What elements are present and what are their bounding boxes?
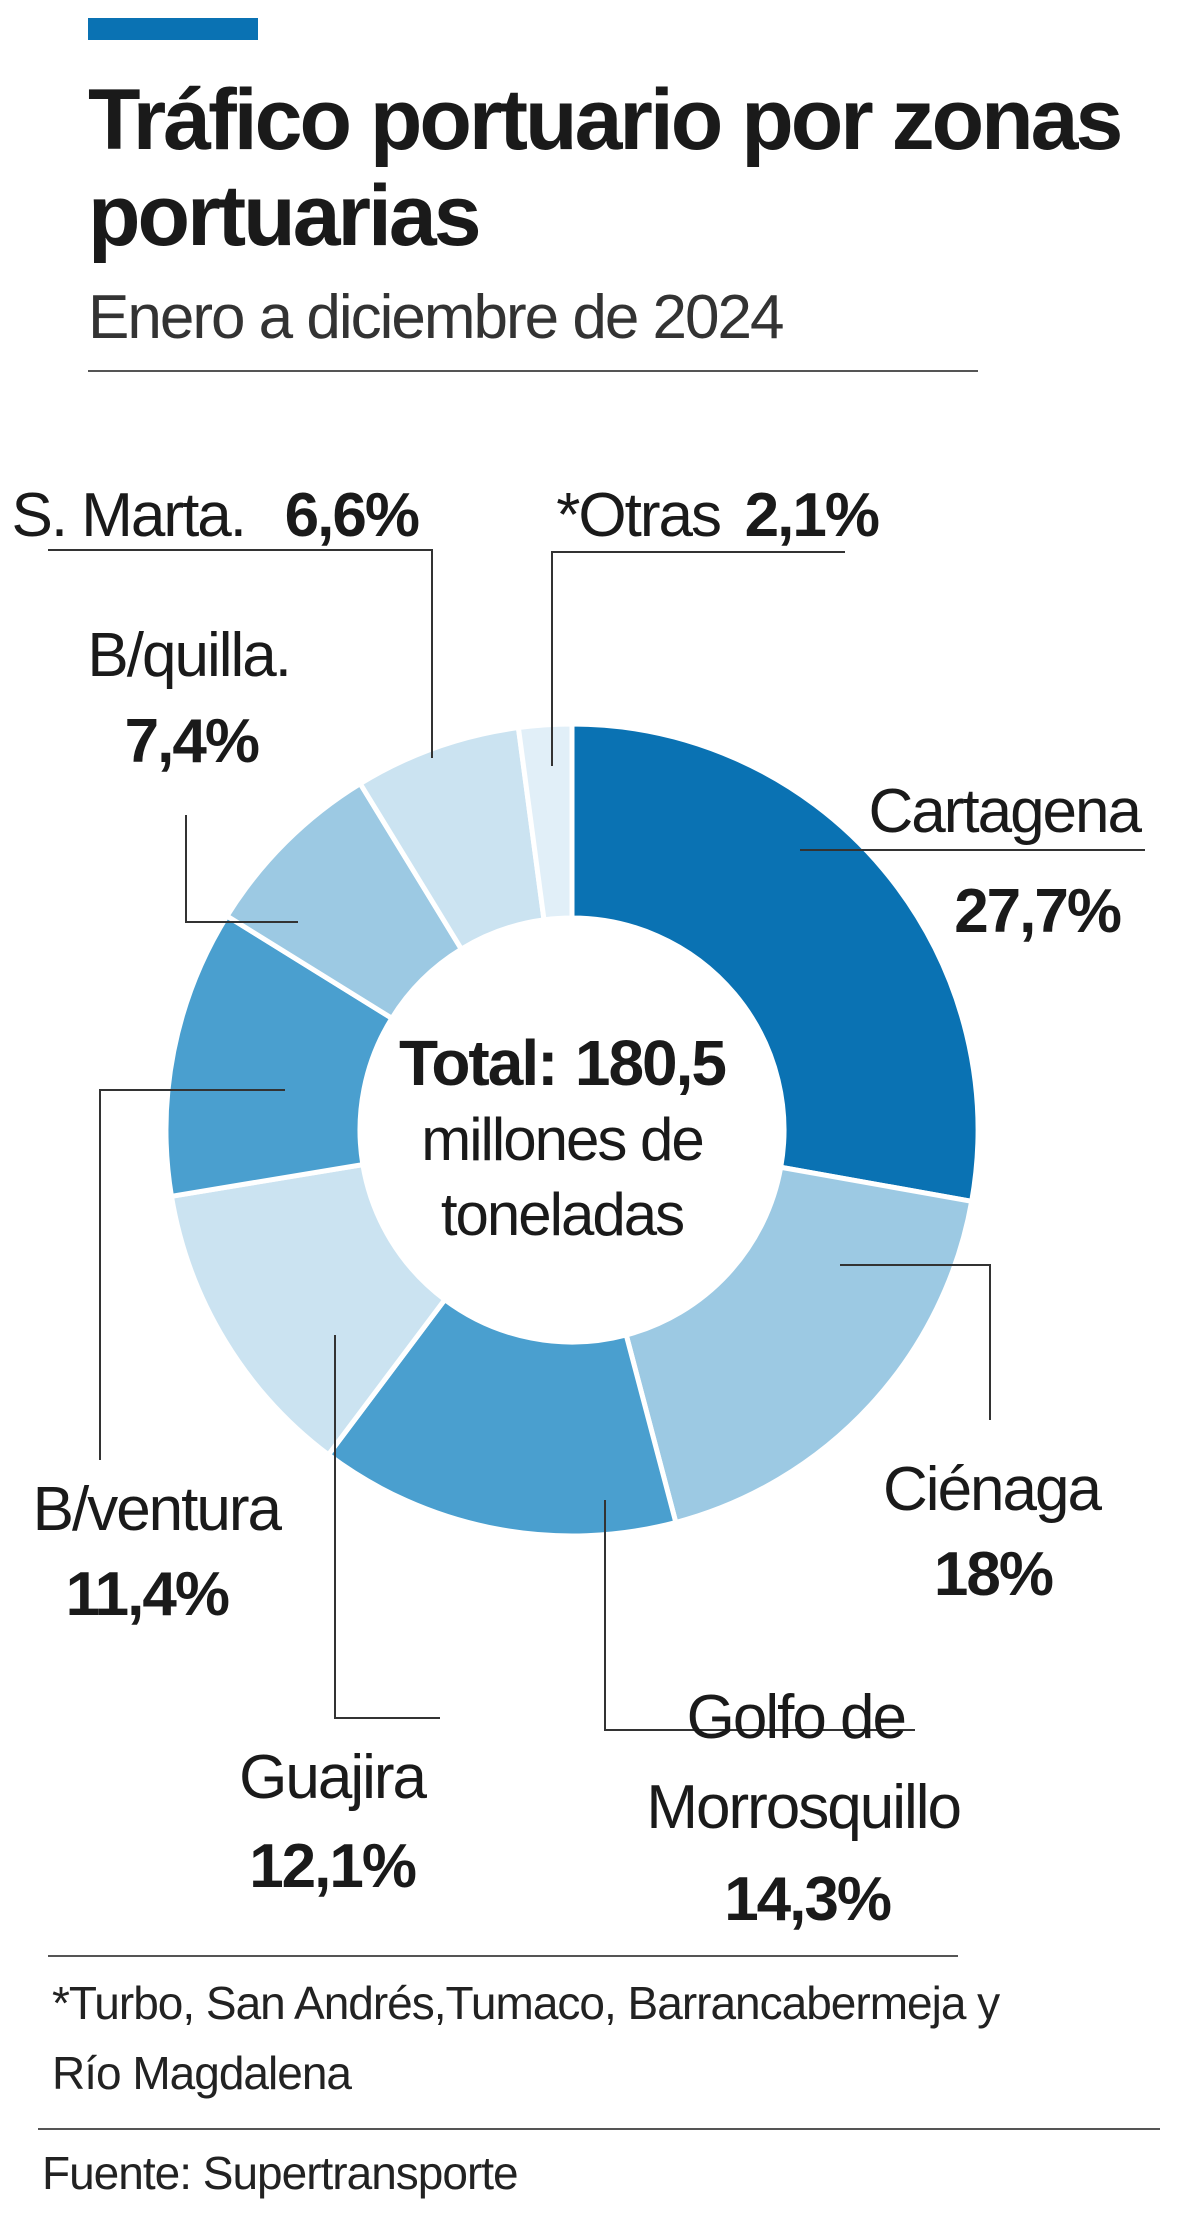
label-name-b-quilla: B/quilla. xyxy=(87,621,290,690)
label-value-s-marta: 6,6% xyxy=(285,481,419,550)
chart-subtitle: Enero a diciembre de 2024 xyxy=(88,283,784,352)
label-name-guajira: Guajira xyxy=(239,1743,427,1812)
footnote-divider xyxy=(48,1955,958,1957)
slice-labels: Cartagena 27,7% Ciénaga 18% Golfo de Morrosqu… xyxy=(11,481,1144,1934)
leader-s-marta xyxy=(48,549,433,758)
footnote: *Turbo, San Andrés,Tumaco, Barrancaberme… xyxy=(52,1977,1000,2099)
label-name-otras: *Otras xyxy=(556,481,720,550)
donut-slices xyxy=(163,721,981,1539)
label-name-cartagena: Cartagena xyxy=(868,777,1142,846)
source-divider xyxy=(38,2128,1160,2130)
label-name-cienaga: Ciénaga xyxy=(883,1455,1102,1524)
accent-bar xyxy=(88,18,258,40)
label-value-b-quilla: 7,4% xyxy=(125,707,259,776)
leader-cienaga xyxy=(840,1264,991,1420)
donut-center-label: Total: 180,5 millones de toneladas xyxy=(399,1027,727,1248)
slice-guajira xyxy=(168,1161,449,1459)
label-name-golfo-de-morrosquillo-2: Morrosquillo xyxy=(646,1773,960,1842)
label-value-cartagena: 27,7% xyxy=(954,877,1121,946)
leader-guajira xyxy=(334,1335,440,1719)
leader-b-ventura xyxy=(99,1089,285,1460)
slice-golfo-de-morrosquillo xyxy=(324,1296,679,1539)
leader-lines xyxy=(48,549,1145,1731)
leader-otras xyxy=(551,551,845,766)
label-value-golfo-de-morrosquillo: 14,3% xyxy=(724,1865,891,1934)
title-divider xyxy=(88,370,978,372)
center-total: Total: 180,5 xyxy=(399,1027,725,1099)
label-value-otras: 2,1% xyxy=(745,481,879,550)
label-name-golfo-de-morrosquillo-1: Golfo de xyxy=(687,1683,905,1752)
leader-golfo-de-morrosquillo xyxy=(604,1500,915,1731)
leader-b-quilla xyxy=(185,815,298,923)
center-total-value: 180,5 xyxy=(575,1027,726,1099)
donut-chart: Cartagena 27,7% Ciénaga 18% Golfo de Morrosqu… xyxy=(11,481,1145,1934)
slice-otras xyxy=(515,721,575,923)
chart-title: Tráfico portuario por zonas portuarias xyxy=(88,72,1123,264)
label-name-s-marta: S. Marta. xyxy=(11,481,245,550)
label-value-guajira: 12,1% xyxy=(249,1832,416,1901)
label-value-b-ventura: 11,4% xyxy=(66,1560,229,1629)
center-unit-line1: millones de xyxy=(421,1106,703,1173)
label-name-b-ventura: B/ventura xyxy=(33,1475,283,1544)
source-note: Fuente: Supertransporte xyxy=(42,2147,519,2199)
slice-cartagena xyxy=(569,721,981,1205)
label-value-cienaga: 18% xyxy=(934,1540,1053,1609)
slice-cienaga xyxy=(623,1164,975,1526)
center-unit-line2: toneladas xyxy=(441,1181,683,1248)
center-total-label: Total: xyxy=(399,1027,556,1099)
